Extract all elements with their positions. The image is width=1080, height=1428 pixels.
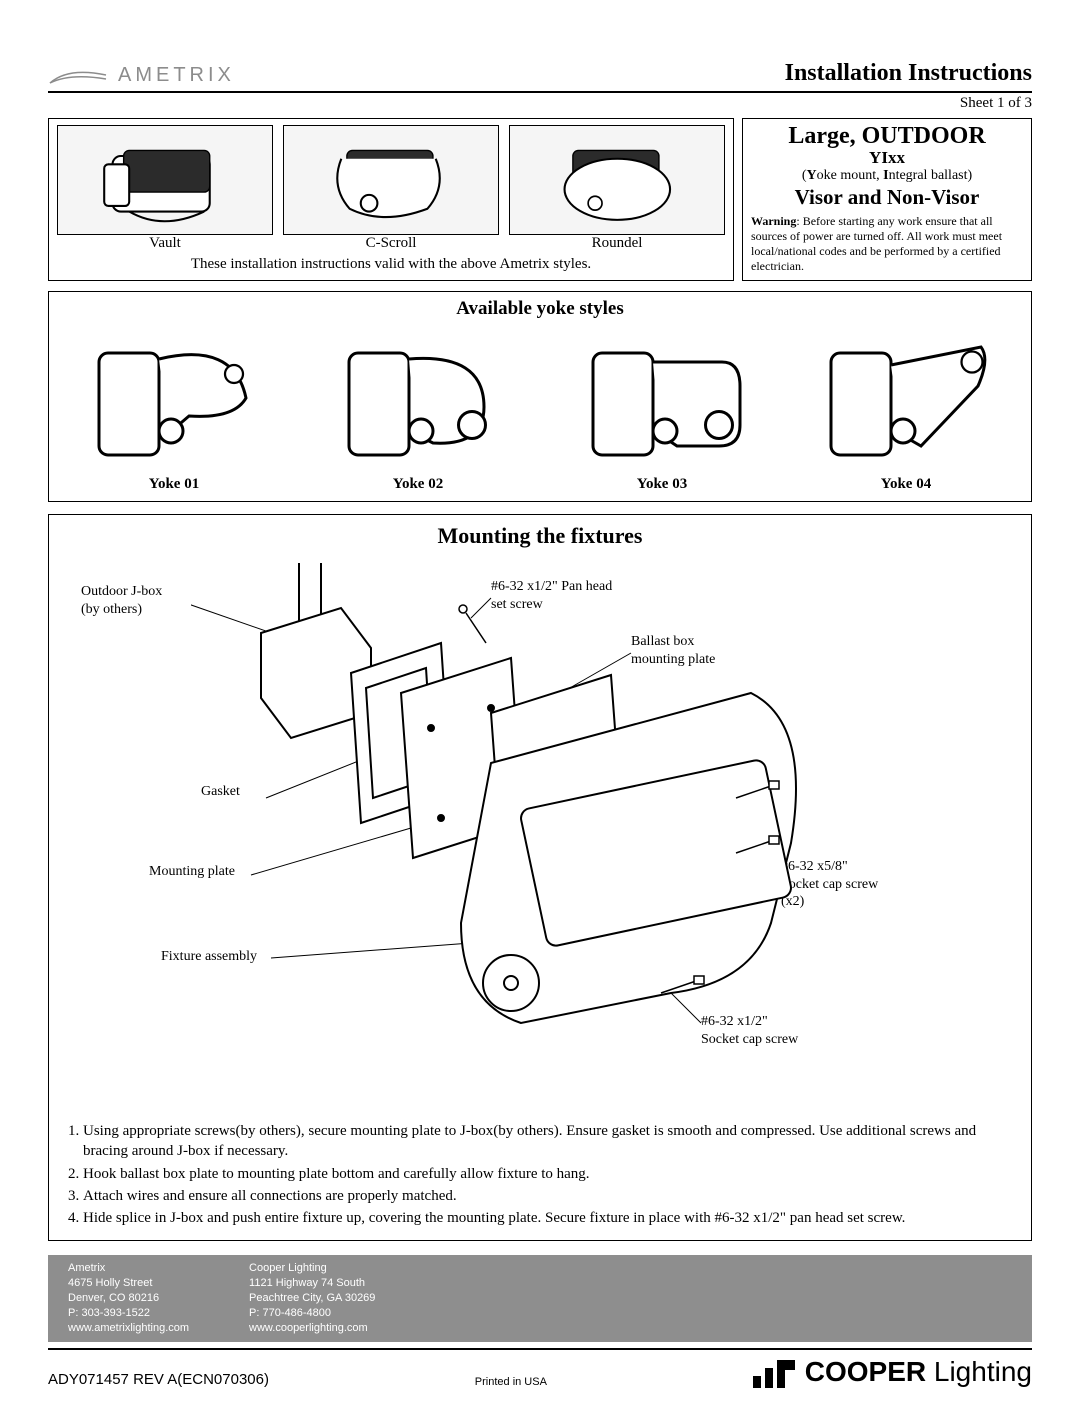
yoke-row: Yoke 01 Yoke 02 — [57, 326, 1023, 493]
style-vault-label: Vault — [149, 235, 181, 252]
warning-label: Warning — [751, 214, 796, 228]
mounting-title: Mounting the fixtures — [61, 523, 1019, 549]
footer-l-2: 4675 Holly Street — [68, 1276, 189, 1291]
page: AMETRIX Installation Instructions Sheet … — [0, 0, 1080, 1428]
footer-r-3: Peachtree City, GA 30269 — [249, 1291, 375, 1306]
exploded-diagram-icon — [191, 563, 871, 1073]
brand-name: AMETRIX — [118, 64, 235, 87]
header: AMETRIX Installation Instructions — [48, 60, 1032, 87]
styles-column: Vault C-Scroll — [48, 118, 734, 281]
yoke-02-label: Yoke 02 — [393, 476, 443, 493]
cooper-light: Lighting — [926, 1356, 1032, 1387]
style-cscroll-icon — [283, 125, 499, 235]
yoke-04-icon — [789, 326, 1023, 476]
step-2: Hook ballast box plate to mounting plate… — [83, 1164, 1019, 1184]
footer-ametrix: Ametrix 4675 Holly Street Denver, CO 802… — [68, 1261, 189, 1335]
mounting-panel: Mounting the fixtures Outdoor J-box (by … — [48, 514, 1032, 1241]
cooper-mark-icon — [753, 1358, 797, 1388]
style-vault-icon — [57, 125, 273, 235]
product-large-line: Large, OUTDOOR — [751, 123, 1023, 149]
mounting-diagram-area: Outdoor J-box (by others) Gasket Mountin… — [61, 553, 1019, 1113]
callout-jbox: Outdoor J-box (by others) — [81, 583, 162, 618]
footer-cooper: Cooper Lighting 1121 Highway 74 South Pe… — [249, 1261, 375, 1335]
product-sub-line: (Yoke mount, Integral ballast) — [751, 168, 1023, 185]
yoke-01: Yoke 01 — [57, 326, 291, 493]
product-warning: Warning: Before starting any work ensure… — [751, 214, 1023, 274]
step-3: Attach wires and ensure all connections … — [83, 1186, 1019, 1206]
footer-l-1: Ametrix — [68, 1261, 189, 1276]
header-rule — [48, 91, 1032, 93]
product-model: YIxx — [751, 149, 1023, 168]
callout-jbox-l2: (by others) — [81, 602, 142, 617]
style-cscroll-label: C-Scroll — [366, 235, 417, 252]
top-panel: Vault C-Scroll — [48, 118, 1032, 281]
footer-r-2: 1121 Highway 74 South — [249, 1276, 375, 1291]
yoke-title: Available yoke styles — [57, 298, 1023, 320]
yoke-01-icon — [57, 326, 291, 476]
style-roundel-label: Roundel — [592, 235, 643, 252]
style-roundel-icon — [509, 125, 725, 235]
printed-in: Printed in USA — [475, 1376, 547, 1388]
bottom-row: ADY071457 REV A(ECN070306) Printed in US… — [48, 1356, 1032, 1388]
callout-jbox-l1: Outdoor J-box — [81, 584, 162, 599]
product-visor-line: Visor and Non-Visor — [751, 185, 1023, 210]
footer-rule — [48, 1348, 1032, 1350]
yoke-03: Yoke 03 — [545, 326, 779, 493]
yoke-01-label: Yoke 01 — [149, 476, 199, 493]
sheet-number: Sheet 1 of 3 — [48, 95, 1032, 112]
yoke-04-label: Yoke 04 — [881, 476, 931, 493]
styles-note: These installation instructions valid wi… — [57, 256, 725, 273]
footer-r-1: Cooper Lighting — [249, 1261, 375, 1276]
step-1: Using appropriate screws(by others), sec… — [83, 1121, 1019, 1162]
yoke-03-icon — [545, 326, 779, 476]
brand: AMETRIX — [48, 64, 235, 87]
footer-r-5: www.cooperlighting.com — [249, 1321, 375, 1336]
yoke-03-label: Yoke 03 — [637, 476, 687, 493]
footer-r-4: P: 770-486-4800 — [249, 1306, 375, 1321]
yoke-04: Yoke 04 — [789, 326, 1023, 493]
installation-title: Installation Instructions — [785, 60, 1032, 87]
footer-bar: Ametrix 4675 Holly Street Denver, CO 802… — [48, 1255, 1032, 1341]
mounting-steps: Using appropriate screws(by others), sec… — [61, 1121, 1019, 1228]
cooper-bold: COOPER — [805, 1356, 926, 1387]
footer-l-5: www.ametrixlighting.com — [68, 1321, 189, 1336]
footer-l-3: Denver, CO 80216 — [68, 1291, 189, 1306]
step-4: Hide splice in J-box and push entire fix… — [83, 1208, 1019, 1228]
product-column: Large, OUTDOOR YIxx (Yoke mount, Integra… — [742, 118, 1032, 281]
yoke-panel: Available yoke styles Yoke 01 — [48, 291, 1032, 502]
style-vault: Vault — [57, 125, 273, 252]
style-roundel: Roundel — [509, 125, 725, 252]
styles-row: Vault C-Scroll — [57, 125, 725, 252]
brand-swoosh-icon — [48, 65, 108, 87]
footer-l-4: P: 303-393-1522 — [68, 1306, 189, 1321]
document-number: ADY071457 REV A(ECN070306) — [48, 1371, 269, 1388]
style-cscroll: C-Scroll — [283, 125, 499, 252]
cooper-logo: COOPER Lighting — [753, 1356, 1032, 1388]
yoke-02-icon — [301, 326, 535, 476]
yoke-02: Yoke 02 — [301, 326, 535, 493]
